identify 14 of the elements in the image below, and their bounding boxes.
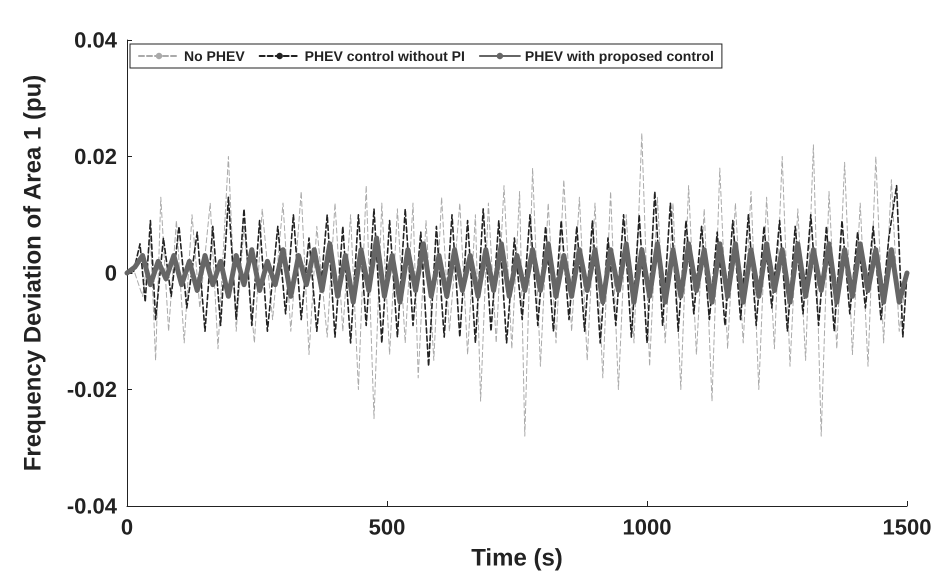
x-tick-label: 500 — [368, 514, 406, 540]
x-tick-label: 1500 — [882, 514, 932, 540]
y-axis-title: Frequency Deviation of Area 1 (pu) — [20, 74, 46, 472]
y-tick-label: 0 — [104, 260, 117, 286]
y-tick-label: 0.04 — [74, 28, 118, 52]
legend-label: PHEV control without PI — [304, 48, 465, 64]
x-tick-label: 1000 — [622, 514, 672, 540]
y-tick-label: -0.04 — [66, 494, 118, 518]
legend-label: PHEV with proposed control — [524, 48, 714, 64]
x-tick-label: 0 — [120, 514, 134, 540]
y-tick-label: -0.02 — [66, 377, 117, 402]
legend-label: No PHEV — [184, 48, 246, 64]
x-axis-title: Time (s) — [471, 544, 563, 572]
y-tick-label: 0.02 — [74, 144, 117, 169]
